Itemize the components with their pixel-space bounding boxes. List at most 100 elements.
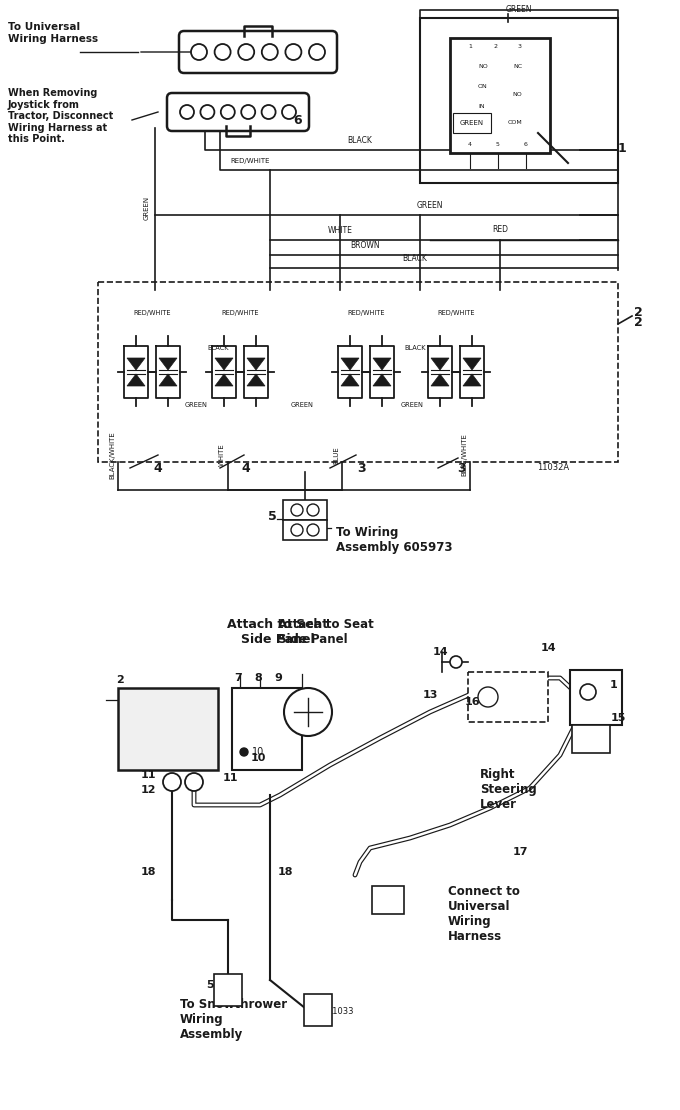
Polygon shape: [159, 374, 177, 386]
Text: Q: Q: [485, 693, 492, 702]
Polygon shape: [463, 359, 481, 370]
Circle shape: [262, 44, 278, 60]
Text: Right
Steering
Lever: Right Steering Lever: [480, 768, 537, 811]
Text: RED/WHITE: RED/WHITE: [221, 310, 259, 316]
Polygon shape: [373, 359, 391, 370]
Text: 17: 17: [512, 847, 528, 857]
Text: GREEN: GREEN: [184, 402, 207, 408]
Bar: [570, 670, 622, 725]
Circle shape: [307, 504, 319, 516]
Text: 4: 4: [468, 142, 472, 148]
Bar: [232, 688, 302, 770]
Circle shape: [241, 105, 255, 119]
Text: Attach to Seat
Side Panel: Attach to Seat Side Panel: [278, 618, 374, 646]
FancyBboxPatch shape: [179, 31, 337, 73]
Text: GREEN: GREEN: [401, 402, 424, 408]
Text: BLUE/WHITE: BLUE/WHITE: [461, 434, 467, 476]
Circle shape: [201, 105, 214, 119]
Text: RED: RED: [492, 225, 508, 234]
Text: BROWN: BROWN: [350, 241, 380, 250]
Text: 6: 6: [524, 142, 528, 148]
Circle shape: [191, 44, 207, 60]
Polygon shape: [373, 374, 391, 386]
Text: GREEN: GREEN: [144, 196, 150, 220]
Text: 5: 5: [268, 509, 276, 523]
Text: 14: 14: [432, 647, 448, 657]
Text: 3: 3: [358, 462, 367, 474]
Text: 11033: 11033: [327, 1008, 353, 1017]
Bar: [304, 993, 332, 1026]
Polygon shape: [215, 359, 233, 370]
Text: 7: 7: [234, 673, 242, 683]
Bar: [572, 725, 610, 753]
Text: BLACK: BLACK: [207, 345, 228, 351]
Bar: [98, 282, 618, 462]
Bar: [420, 18, 618, 183]
Text: GREEN: GREEN: [417, 201, 443, 210]
Bar: [283, 519, 327, 539]
Text: To Universal
Wiring Harness: To Universal Wiring Harness: [8, 22, 98, 43]
Text: Connect to
Universal
Wiring
Harness: Connect to Universal Wiring Harness: [448, 885, 520, 944]
Polygon shape: [341, 374, 359, 386]
Circle shape: [163, 773, 181, 791]
Text: BLUE: BLUE: [333, 446, 339, 464]
Circle shape: [185, 773, 203, 791]
Text: 6: 6: [294, 113, 303, 127]
Text: 2: 2: [634, 305, 643, 319]
Text: 9: 9: [274, 673, 282, 683]
Text: IN: IN: [478, 103, 485, 109]
Circle shape: [309, 44, 325, 60]
Text: RED/WHITE: RED/WHITE: [347, 310, 385, 316]
Circle shape: [450, 656, 462, 668]
Text: BLACK: BLACK: [347, 137, 373, 145]
Text: 1: 1: [610, 680, 618, 690]
Circle shape: [580, 684, 596, 700]
Text: BLACK: BLACK: [404, 345, 426, 351]
Text: 6: 6: [384, 904, 392, 914]
Text: 2: 2: [116, 675, 124, 685]
Polygon shape: [341, 359, 359, 370]
Circle shape: [478, 687, 498, 707]
Text: RED/WHITE: RED/WHITE: [437, 310, 475, 316]
Circle shape: [282, 105, 296, 119]
Text: 8: 8: [254, 673, 262, 683]
Text: 1: 1: [468, 43, 472, 49]
Circle shape: [291, 504, 303, 516]
Text: 4: 4: [241, 462, 250, 474]
Text: 10: 10: [250, 753, 266, 763]
Bar: [372, 886, 404, 914]
Text: 18: 18: [140, 867, 156, 877]
Text: 14: 14: [540, 643, 556, 653]
Circle shape: [180, 105, 194, 119]
Polygon shape: [215, 374, 233, 386]
Text: RED/WHITE: RED/WHITE: [230, 158, 269, 164]
Circle shape: [262, 105, 275, 119]
Text: 5: 5: [496, 142, 500, 148]
Text: RED/WHITE: RED/WHITE: [133, 310, 171, 316]
Bar: [118, 688, 218, 770]
Text: To Wiring
Assembly 605973: To Wiring Assembly 605973: [336, 526, 452, 554]
Circle shape: [240, 748, 248, 756]
Text: GREEN: GREEN: [460, 120, 484, 127]
Text: COM: COM: [507, 120, 522, 124]
Polygon shape: [431, 359, 449, 370]
Bar: [283, 500, 327, 519]
Circle shape: [284, 688, 332, 736]
Circle shape: [215, 44, 231, 60]
Text: To Snowthrower
Wiring
Assembly: To Snowthrower Wiring Assembly: [180, 998, 287, 1041]
Text: 3: 3: [458, 462, 466, 474]
Polygon shape: [463, 374, 481, 386]
Text: NO: NO: [478, 63, 488, 69]
Bar: [468, 672, 548, 722]
Text: 11: 11: [140, 770, 156, 780]
Circle shape: [307, 524, 319, 536]
Polygon shape: [247, 374, 265, 386]
Text: WHITE: WHITE: [328, 226, 352, 235]
Polygon shape: [127, 374, 145, 386]
Text: NC: NC: [513, 63, 522, 69]
FancyBboxPatch shape: [167, 93, 309, 131]
Polygon shape: [159, 359, 177, 370]
Text: 1: 1: [617, 141, 626, 154]
Polygon shape: [127, 359, 145, 370]
Text: GREEN: GREEN: [290, 402, 313, 408]
